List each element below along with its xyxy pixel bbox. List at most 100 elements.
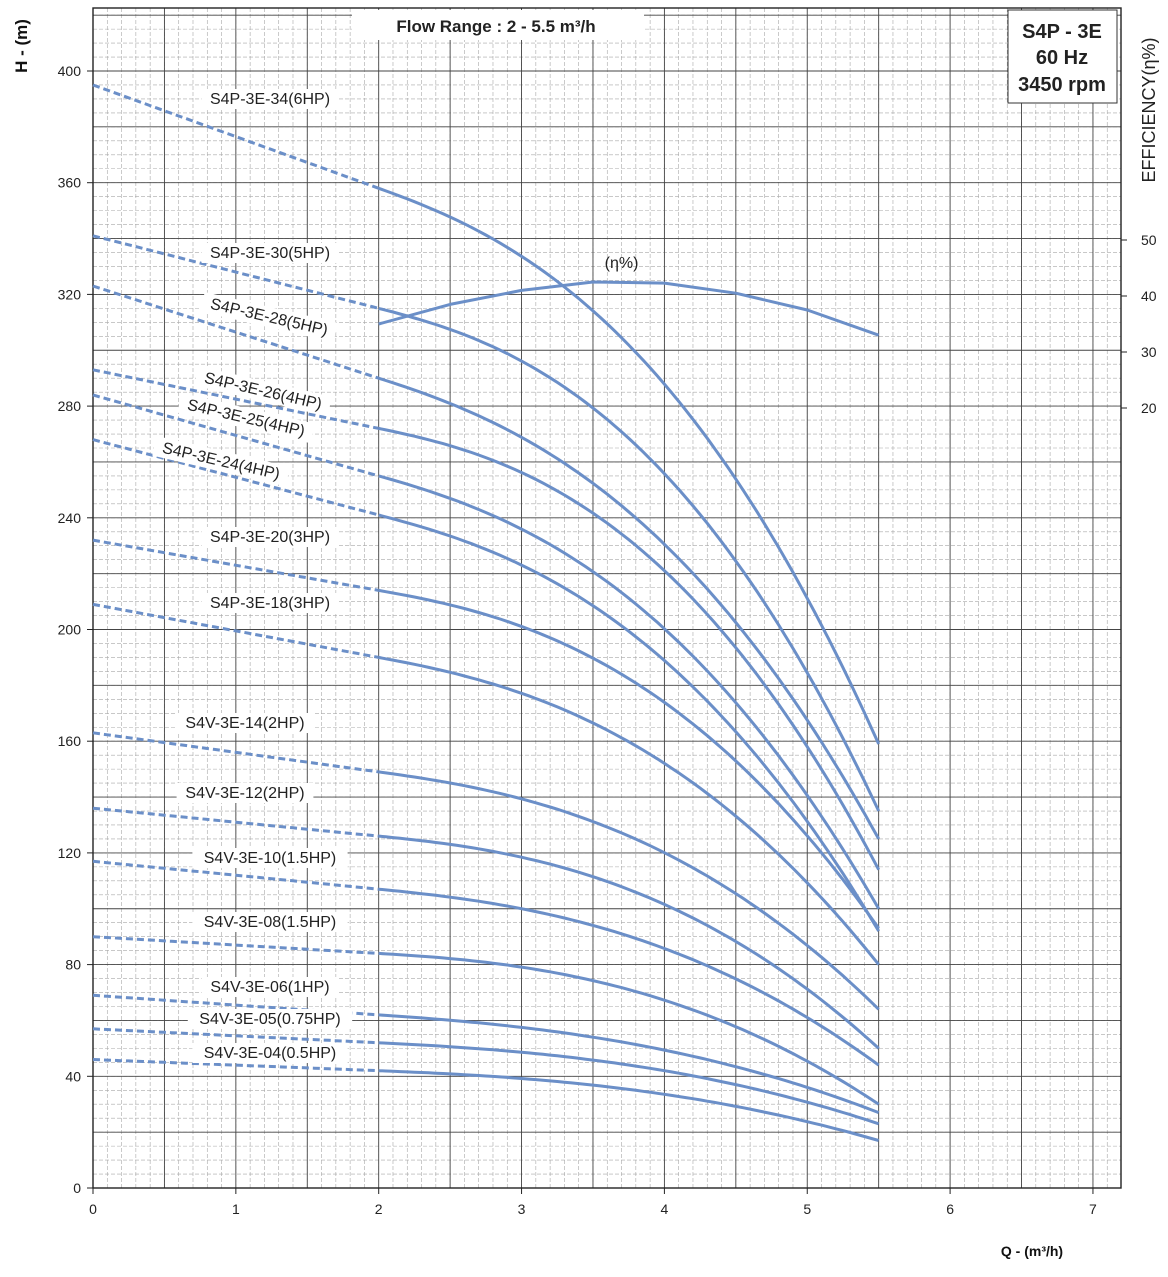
y-tick-label: 240 xyxy=(58,510,82,526)
info-frequency: 60 Hz xyxy=(1036,47,1088,69)
curve-dashed-2 xyxy=(92,234,380,310)
efficiency-curve xyxy=(378,280,880,337)
curve-label-group: S4P-3E-28(5HP) xyxy=(200,291,339,343)
y-tick-label: 120 xyxy=(58,845,82,861)
curve-label-bg xyxy=(177,392,316,444)
curve-solid-3 xyxy=(378,376,881,840)
curve-label-group: S4V-3E-04(0.5HP) xyxy=(192,1043,348,1063)
curve-solid-2 xyxy=(378,306,881,812)
curve-label-group: S4V-3E-08(1.5HP) xyxy=(192,912,348,932)
curve-label-bg xyxy=(194,365,333,417)
curve-label: S4V-3E-04(0.5HP) xyxy=(204,1045,337,1062)
curve-label-bg xyxy=(192,848,348,868)
x-tick-label: 2 xyxy=(375,1201,383,1217)
curve-label: S4P-3E-18(3HP) xyxy=(210,595,330,612)
curve-label: S4V-3E-10(1.5HP) xyxy=(204,850,337,867)
curve-label-bg xyxy=(201,243,339,263)
curve-solid-12 xyxy=(378,951,880,1106)
info-model: S4P - 3E xyxy=(1022,21,1102,43)
curve-solid-8 xyxy=(378,655,880,966)
curve-label-bg xyxy=(152,435,291,487)
curve-dashed-13 xyxy=(92,993,379,1017)
chart-title: Flow Range : 2 - 5.5 m³/h xyxy=(396,17,595,36)
title-box xyxy=(352,10,644,40)
curve-label-group: S4P-3E-20(3HP) xyxy=(201,527,339,547)
x-tick-label: 3 xyxy=(518,1201,526,1217)
y2-tick-label: 20 xyxy=(1141,400,1157,416)
curve-label-group: S4V-3E-06(1HP) xyxy=(201,977,339,997)
curve-label-bg xyxy=(201,527,339,547)
curve-dashed-3 xyxy=(92,284,380,380)
curve-label-group: S4V-3E-10(1.5HP) xyxy=(192,848,348,868)
curve-label: S4V-3E-06(1HP) xyxy=(210,979,329,996)
x-axis-title: Q - (m³/h) xyxy=(1001,1243,1063,1259)
curve-dashed-15 xyxy=(92,1058,379,1073)
curve-label-group: S4V-3E-05(0.75HP) xyxy=(187,1009,353,1029)
curve-label-group: S4V-3E-14(2HP) xyxy=(176,713,314,733)
y-axis-title: H - (m) xyxy=(12,19,31,73)
curve-label-bg xyxy=(192,912,348,932)
y-tick-label: 320 xyxy=(58,286,82,302)
curve-dashed-10 xyxy=(92,806,379,838)
curve-label-bg xyxy=(176,713,314,733)
y-tick-label: 400 xyxy=(58,63,82,79)
x-tick-label: 5 xyxy=(803,1201,811,1217)
info-box xyxy=(1007,9,1118,104)
curve-label-group: S4P-3E-34(6HP) xyxy=(201,89,339,109)
y2-tick-label: 30 xyxy=(1141,344,1157,360)
curve-solid-9 xyxy=(378,770,880,1011)
curve-label-bg xyxy=(201,89,339,109)
info-speed: 3450 rpm xyxy=(1018,74,1106,96)
curve-solid-7 xyxy=(378,588,880,930)
curve-dashed-9 xyxy=(92,731,379,774)
curve-dashed-5 xyxy=(92,393,380,478)
y-tick-label: 360 xyxy=(58,175,82,191)
curve-label-bg xyxy=(201,593,339,613)
y-tick-label: 80 xyxy=(65,957,81,973)
curve-solid-11 xyxy=(378,887,880,1067)
curve-layer xyxy=(92,83,881,1142)
curve-solid-15 xyxy=(378,1069,880,1142)
curve-label-bg xyxy=(201,977,339,997)
curve-dashed-1 xyxy=(92,83,380,190)
curve-solid-13 xyxy=(378,1013,880,1115)
curve-dashed-7 xyxy=(92,538,379,592)
y2-axis-title: EFFICIENCY(η%) xyxy=(1139,37,1159,182)
curve-dashed-14 xyxy=(92,1027,379,1045)
x-tick-label: 6 xyxy=(946,1201,954,1217)
curve-label-bg xyxy=(187,1009,353,1029)
curve-label: S4P-3E-34(6HP) xyxy=(210,91,330,108)
curve-label-bg xyxy=(192,1043,348,1063)
curve-label-bg xyxy=(200,291,339,343)
curve-label: S4V-3E-08(1.5HP) xyxy=(204,914,337,931)
curve-label-group: S4P-3E-30(5HP) xyxy=(201,243,339,263)
efficiency-label: (η%) xyxy=(605,255,639,272)
x-tick-label: 0 xyxy=(89,1201,97,1217)
y2-tick-label: 50 xyxy=(1141,232,1157,248)
curve-label: S4V-3E-14(2HP) xyxy=(185,715,304,732)
curve-label-group: S4P-3E-18(3HP) xyxy=(201,593,339,613)
plot-frame xyxy=(92,7,1122,1189)
curve-label: S4V-3E-05(0.75HP) xyxy=(199,1011,340,1028)
x-tick-label: 1 xyxy=(232,1201,240,1217)
curve-label: S4P-3E-20(3HP) xyxy=(210,529,330,546)
curve-label-bg xyxy=(176,783,314,803)
y-tick-label: 0 xyxy=(73,1180,81,1196)
curve-solid-1 xyxy=(378,186,881,745)
y-tick-label: 200 xyxy=(58,622,82,638)
y-tick-label: 40 xyxy=(65,1068,81,1084)
curve-solid-5 xyxy=(378,474,880,910)
curve-solid-14 xyxy=(378,1041,880,1126)
curve-solid-10 xyxy=(378,834,880,1050)
curve-label-group: S4V-3E-12(2HP) xyxy=(176,783,314,803)
curve-solid-4 xyxy=(378,426,881,871)
y-tick-label: 280 xyxy=(58,398,82,414)
y-tick-label: 160 xyxy=(58,733,82,749)
curve-dashed-4 xyxy=(92,368,379,430)
curve-label: S4V-3E-12(2HP) xyxy=(185,785,304,802)
curve-dashed-8 xyxy=(92,602,379,659)
x-tick-label: 7 xyxy=(1089,1201,1097,1217)
curve-dashed-6 xyxy=(92,438,380,517)
